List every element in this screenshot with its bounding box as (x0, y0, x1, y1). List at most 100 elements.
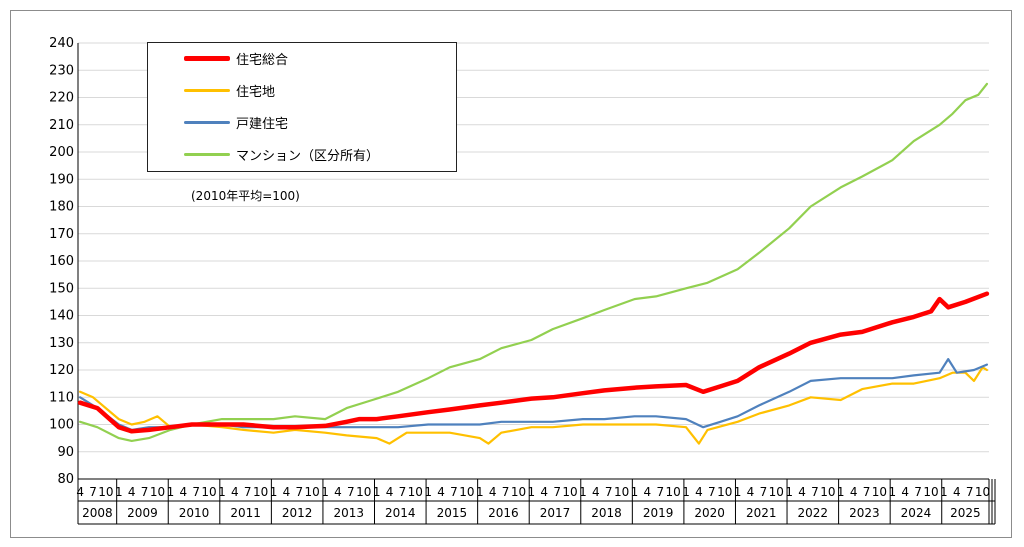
year-label: 2025 (950, 506, 981, 520)
x-tick-label: 4 (695, 485, 703, 499)
x-tick-label: 4 (901, 485, 909, 499)
x-tick-label: 7 (760, 485, 768, 499)
base-year-note: (2010年平均=100) (189, 187, 302, 204)
year-label: 2022 (798, 506, 829, 520)
x-tick-label: 7 (295, 485, 303, 499)
x-tick-label: 4 (179, 485, 187, 499)
chart-frame: 80 90 100 110 120 130 140 150 160 170 180 190 200 210… (10, 10, 1012, 538)
y-tick-label: 190 (49, 172, 74, 187)
y-tick-label: 110 (49, 390, 74, 405)
x-tick-label: 1 (888, 485, 896, 499)
year-label: 2023 (849, 506, 880, 520)
x-tick-label: 7 (553, 485, 561, 499)
x-tick-label: 10 (511, 485, 526, 499)
x-tick-label: 7 (192, 485, 200, 499)
x-tick-label: 10 (820, 485, 835, 499)
x-tick-label: 4 (540, 485, 548, 499)
year-label: 2019 (643, 506, 674, 520)
gridlines (78, 42, 989, 480)
y-tick-label: 180 (49, 200, 74, 215)
legend-swatch (184, 88, 230, 92)
year-label: 2011 (230, 506, 261, 520)
y-tick-label: 120 (49, 363, 74, 378)
x-tick-label: 1 (321, 485, 329, 499)
x-tick-label: 7 (399, 485, 407, 499)
x-tick-label: 1 (940, 485, 948, 499)
x-tick-label: 4 (128, 485, 136, 499)
year-label: 2014 (385, 506, 416, 520)
year-label: 2008 (82, 506, 113, 520)
year-label: 2016 (488, 506, 519, 520)
x-tick-label: 1 (476, 485, 484, 499)
legend-item-residential-total: 住宅総合 (184, 47, 288, 69)
y-tick-label: 140 (49, 309, 74, 324)
x-tick-label: 1 (682, 485, 690, 499)
x-tick-label: 7 (708, 485, 716, 499)
x-tick-label: 4 (953, 485, 961, 499)
legend: 住宅総合 住宅地 戸建住宅 マンション（区分所有） (147, 42, 457, 172)
x-tick-label: 7 (914, 485, 922, 499)
x-tick-label: 4 (437, 485, 445, 499)
x-tick-label: 10 (305, 485, 320, 499)
x-tick-label: 10 (923, 485, 938, 499)
x-tick-label: 7 (141, 485, 149, 499)
x-tick-label: 1 (631, 485, 639, 499)
x-tick-label: 7 (244, 485, 252, 499)
x-axis: 2008 2009 2010 2011 2012 2013 2014 2015 2016 2017… (76, 478, 996, 525)
x-tick-label: 4 (334, 485, 342, 499)
x-tick-label: 1 (167, 485, 175, 499)
legend-swatch (184, 152, 230, 156)
x-tick-label: 4 (644, 485, 652, 499)
x-tick-label: 10 (356, 485, 371, 499)
x-tick-label: 4 (386, 485, 394, 499)
legend-label: マンション（区分所有） (236, 148, 380, 164)
legend-label: 住宅地 (236, 84, 276, 100)
year-label: 2017 (540, 506, 571, 520)
x-tick-label: 10 (150, 485, 165, 499)
x-tick-label: 7 (502, 485, 510, 499)
x-tick-label: 10 (717, 485, 732, 499)
x-tick-label: 1 (734, 485, 742, 499)
year-label: 2020 (694, 506, 725, 520)
y-tick-label: 210 (49, 118, 74, 133)
year-label: 2015 (437, 506, 468, 520)
series-line (77, 291, 990, 434)
y-axis: 80 90 100 110 120 130 140 150 160 170 180 190 200 210… (49, 36, 79, 487)
series-line (79, 82, 988, 442)
x-tick-label: 1 (579, 485, 587, 499)
legend-swatch (184, 55, 230, 61)
x-tick-label: 4 (850, 485, 858, 499)
x-tick-label: 10 (98, 485, 113, 499)
x-tick-label: 4 (489, 485, 497, 499)
legend-label: 戸建住宅 (236, 116, 289, 132)
year-label: 2009 (127, 506, 158, 520)
x-tick-label: 7 (450, 485, 458, 499)
y-tick-label: 130 (49, 336, 74, 351)
y-tick-label: 90 (57, 445, 74, 460)
y-tick-label: 150 (49, 281, 74, 296)
line-chart: 8090100110120130140150160170180190200210… (49, 36, 996, 525)
x-tick-label: 1 (837, 485, 845, 499)
y-tick-label: 100 (49, 418, 74, 433)
legend-item-detached-house: 戸建住宅 (184, 111, 288, 133)
x-tick-label: 7 (347, 485, 355, 499)
x-tick-label: 7 (656, 485, 664, 499)
x-tick-label: 10 (666, 485, 681, 499)
x-tick-label: 10 (614, 485, 629, 499)
year-label: 2010 (179, 506, 210, 520)
x-tick-label: 10 (408, 485, 423, 499)
x-tick-label: 4 (76, 485, 84, 499)
year-label: 2021 (746, 506, 777, 520)
y-tick-label: 220 (49, 91, 74, 106)
x-tick-label: 10 (459, 485, 474, 499)
legend-item-condominium: マンション（区分所有） (184, 143, 379, 165)
x-tick-label: 4 (798, 485, 806, 499)
legend-item-residential-land: 住宅地 (184, 79, 275, 101)
year-label: 2013 (333, 506, 364, 520)
x-tick-label: 10 (769, 485, 784, 499)
y-tick-label: 170 (49, 227, 74, 242)
x-tick-label: 10 (975, 485, 990, 499)
year-label: 2018 (591, 506, 622, 520)
x-tick-label: 4 (747, 485, 755, 499)
year-label: 2024 (901, 506, 932, 520)
